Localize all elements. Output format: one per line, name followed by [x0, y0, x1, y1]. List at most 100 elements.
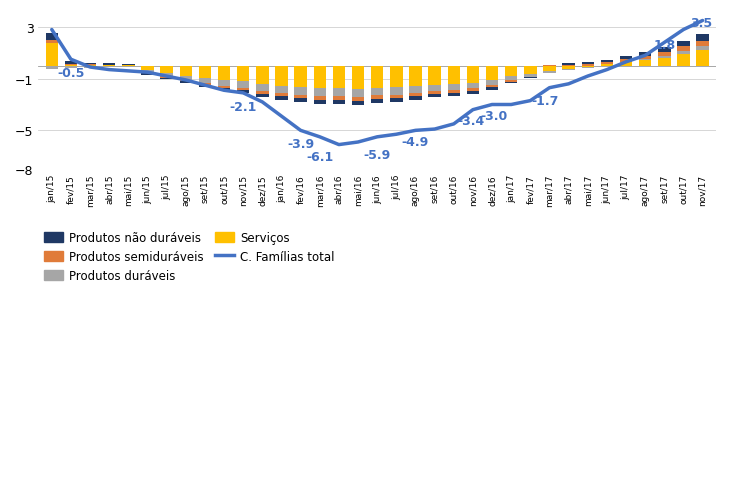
Bar — [447, 91, 460, 94]
Bar — [314, 101, 326, 105]
Bar — [486, 88, 499, 91]
Bar — [64, 65, 77, 66]
Bar — [582, 67, 594, 68]
Bar — [295, 99, 307, 103]
Bar — [218, 81, 230, 86]
Text: -1.7: -1.7 — [531, 94, 559, 108]
C. Famílias total — [296, 128, 305, 134]
Bar — [160, 77, 173, 78]
Bar — [199, 85, 211, 87]
C. Famílias total — [411, 128, 420, 134]
Bar — [601, 60, 613, 63]
Bar — [45, 34, 58, 41]
Bar — [486, 81, 499, 86]
C. Famílias total — [143, 70, 152, 76]
Bar — [84, 65, 96, 66]
Bar — [428, 95, 441, 98]
Bar — [505, 77, 518, 81]
Bar — [45, 44, 58, 67]
Bar — [697, 47, 709, 51]
Text: -3.0: -3.0 — [480, 110, 507, 123]
Bar — [141, 67, 154, 71]
Bar — [620, 63, 632, 67]
Bar — [524, 74, 537, 77]
C. Famílias total — [469, 108, 477, 113]
Bar — [276, 67, 288, 86]
Bar — [180, 81, 192, 82]
Bar — [639, 61, 651, 67]
Bar — [582, 65, 594, 67]
Bar — [562, 64, 575, 66]
Bar — [160, 67, 173, 74]
C. Famílias total — [660, 40, 669, 46]
Bar — [505, 81, 518, 83]
Bar — [524, 78, 537, 79]
Bar — [333, 67, 345, 89]
Bar — [486, 67, 499, 81]
Bar — [352, 102, 364, 106]
Bar — [103, 64, 115, 66]
Bar — [333, 89, 345, 97]
C. Famílias total — [583, 74, 592, 80]
C. Famílias total — [258, 100, 267, 106]
C. Famílias total — [564, 82, 573, 87]
Bar — [543, 72, 556, 74]
Text: -5.9: -5.9 — [364, 148, 391, 161]
Bar — [639, 60, 651, 61]
Bar — [562, 67, 575, 70]
Bar — [276, 97, 288, 101]
C. Famílias total — [181, 78, 190, 84]
Bar — [486, 86, 499, 88]
Bar — [122, 65, 135, 66]
Line: C. Famílias total: C. Famílias total — [52, 22, 702, 145]
Bar — [658, 57, 670, 59]
Bar — [371, 100, 383, 104]
Legend: Produtos não duráveis, Produtos semiduráveis, Produtos duráveis, Serviços, C. Fa: Produtos não duráveis, Produtos semidurá… — [45, 231, 335, 282]
Bar — [237, 67, 249, 82]
Bar — [141, 74, 154, 75]
Bar — [314, 67, 326, 89]
Text: -3.4: -3.4 — [458, 115, 485, 128]
C. Famílias total — [86, 65, 94, 71]
Bar — [218, 88, 230, 91]
Bar — [582, 68, 594, 69]
Bar — [390, 88, 403, 96]
Bar — [84, 64, 96, 65]
Bar — [447, 94, 460, 97]
Bar — [409, 94, 422, 97]
Bar — [524, 77, 537, 78]
Text: -3.9: -3.9 — [287, 138, 314, 151]
C. Famílias total — [48, 27, 56, 33]
Bar — [371, 96, 383, 100]
Bar — [697, 51, 709, 67]
Bar — [199, 79, 211, 84]
Bar — [677, 41, 689, 47]
Bar — [141, 71, 154, 73]
Bar — [658, 48, 670, 52]
Bar — [371, 67, 383, 89]
C. Famílias total — [431, 127, 439, 132]
Bar — [64, 62, 77, 65]
C. Famílias total — [124, 69, 133, 74]
Bar — [352, 90, 364, 98]
Bar — [390, 99, 403, 103]
C. Famílias total — [200, 83, 209, 89]
C. Famílias total — [105, 68, 113, 73]
Bar — [237, 91, 249, 94]
Bar — [276, 86, 288, 94]
Bar — [428, 86, 441, 92]
Bar — [218, 67, 230, 81]
Bar — [409, 97, 422, 101]
Text: -6.1: -6.1 — [306, 151, 333, 164]
Bar — [543, 67, 556, 72]
Bar — [295, 96, 307, 99]
Bar — [505, 67, 518, 77]
Bar — [409, 67, 422, 87]
Bar — [160, 78, 173, 80]
C. Famílias total — [67, 57, 75, 63]
Bar — [658, 59, 670, 67]
C. Famílias total — [315, 135, 324, 141]
Bar — [466, 89, 479, 92]
C. Famílias total — [641, 53, 650, 59]
Bar — [428, 92, 441, 95]
